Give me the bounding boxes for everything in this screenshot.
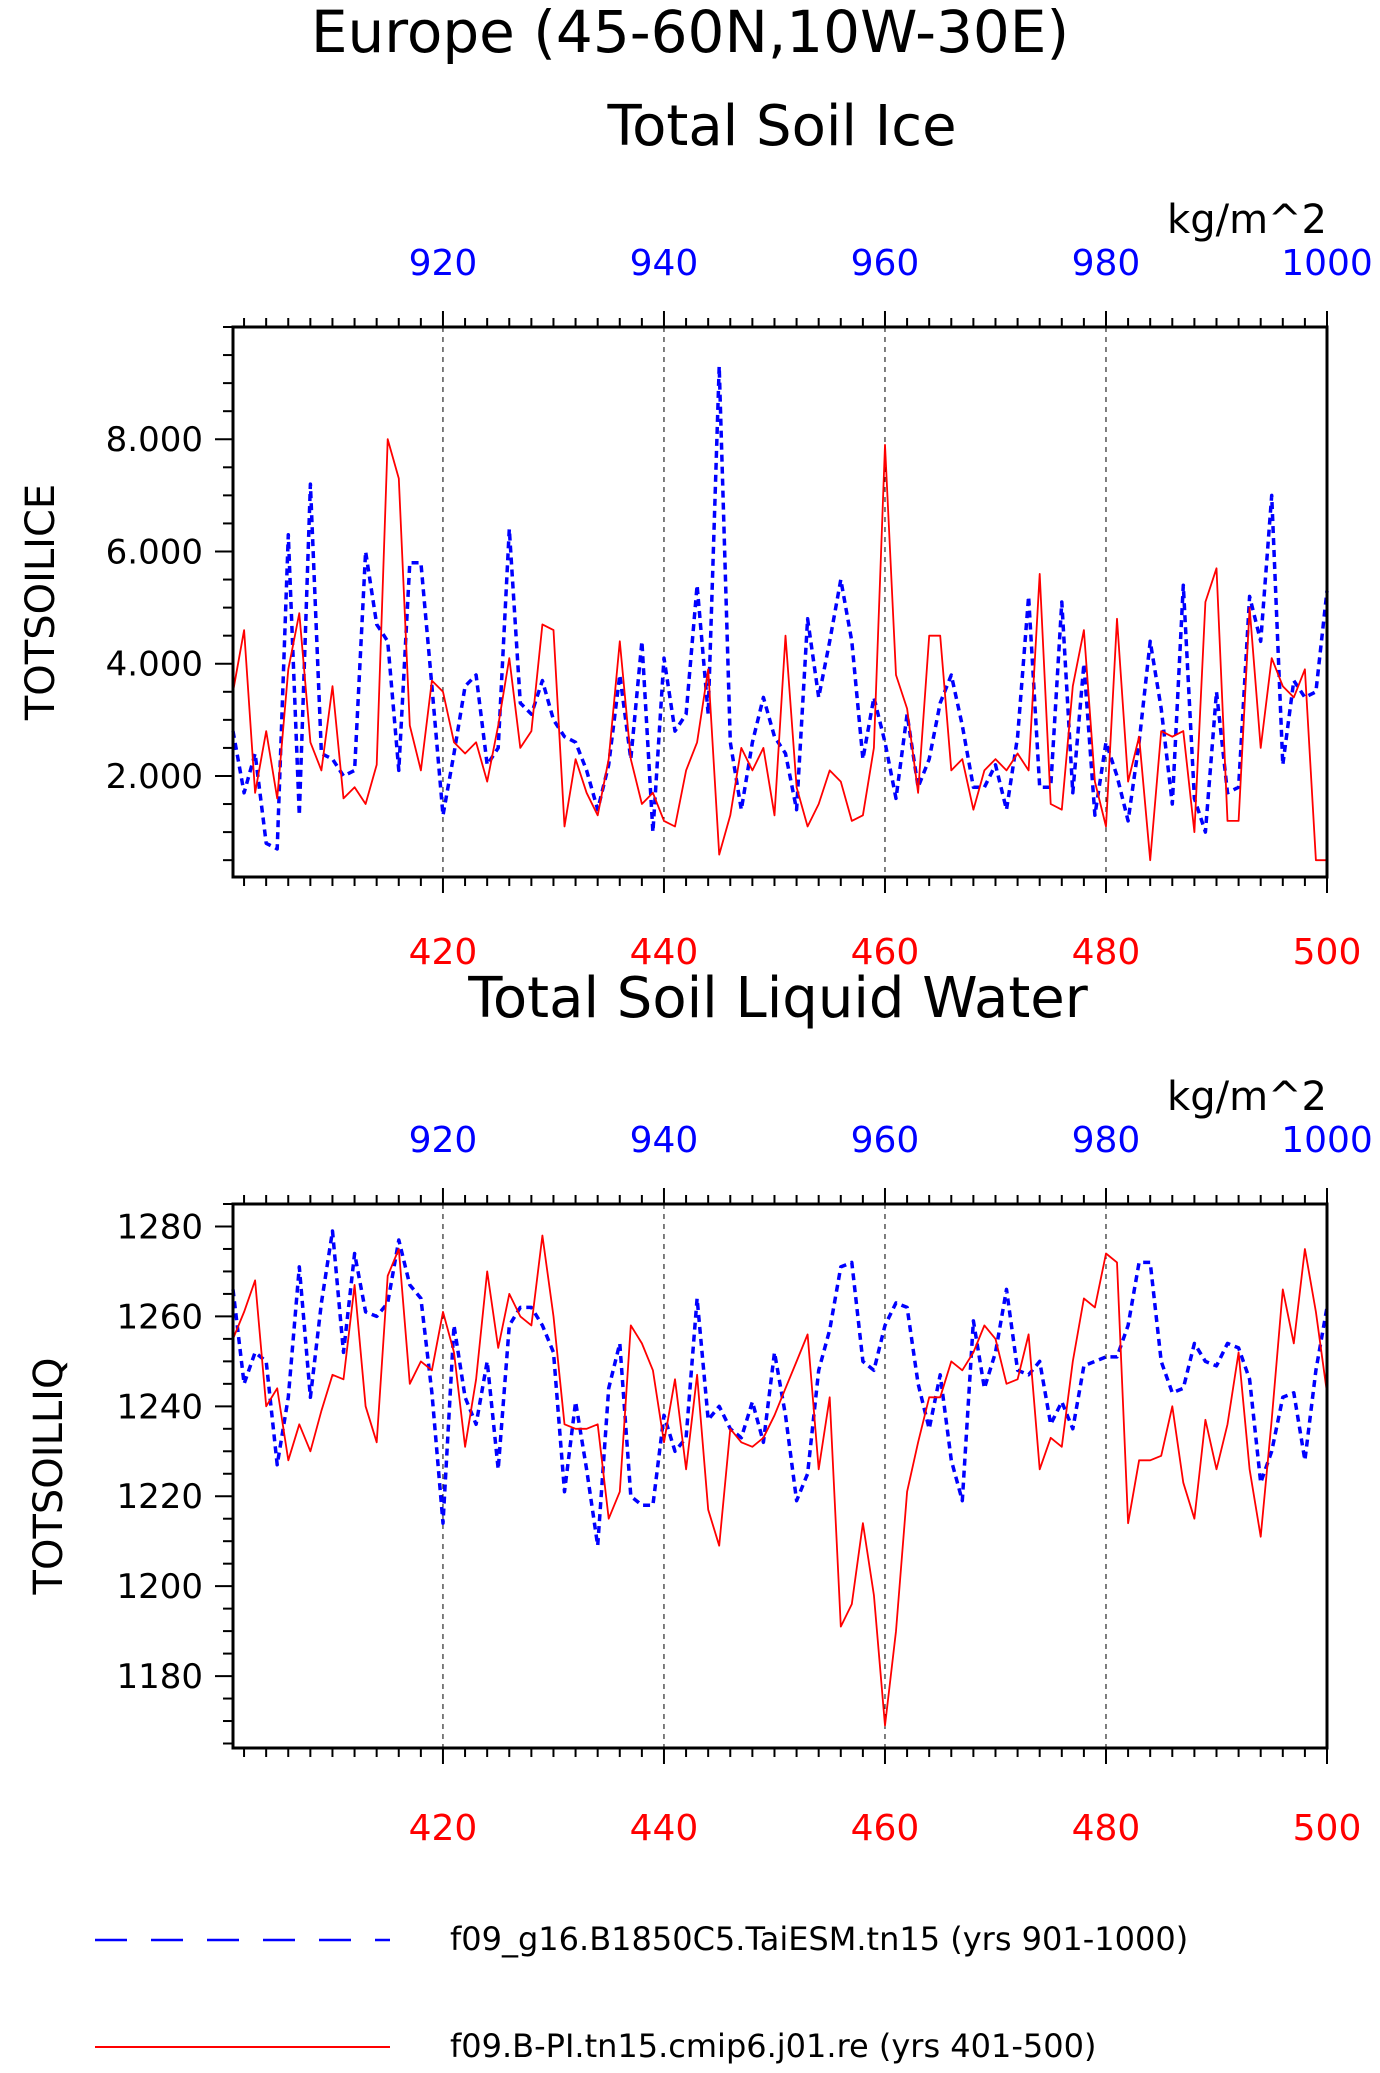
x-bottom-tick-label: 480 [1072,932,1141,973]
units-label: kg/m^2 [1167,197,1327,243]
figure-title: Europe (45-60N,10W-30E) [311,0,1069,66]
y-tick-label: 1240 [116,1387,203,1427]
x-top-tick-label: 920 [409,243,478,284]
y-tick-label: 1280 [116,1207,203,1247]
legend: f09_g16.B1850C5.TaiESM.tn15 (yrs 901-100… [95,1920,1188,2065]
x-bottom-tick-label: 500 [1293,932,1362,973]
panels: Total Soil Ice kg/m^2 TOTSOILICE 420 440 460 4… [18,94,1373,1849]
x-bottom-tick-label: 440 [630,1808,699,1849]
x-top-tick-label: 980 [1072,243,1141,284]
chart-panel-1: Total Soil Ice kg/m^2 TOTSOILICE 420 440 460 4… [18,94,1373,973]
x-top-tick-label: 1000 [1281,1120,1373,1161]
x-top-tick-label: 960 [851,1120,920,1161]
chart-title: Total Soil Ice [606,94,956,159]
x-bottom-tick-label: 500 [1293,1808,1362,1849]
y-tick-label: 6.000 [106,532,203,572]
x-bottom-tick-label: 460 [851,1808,920,1849]
x-bottom-tick-label: 420 [409,1808,478,1849]
x-top-tick-label: 980 [1072,1120,1141,1161]
plot-frame [231,1202,1329,1750]
x-top-tick-label: 940 [630,1120,699,1161]
y-tick-label: 1260 [116,1297,203,1337]
x-top-tick-label: 920 [409,1120,478,1161]
x-bottom-tick-label: 420 [409,932,478,973]
y-tick-label: 4.000 [106,645,203,685]
series-line-red-solid [232,438,1327,862]
legend-label-1: f09_g16.B1850C5.TaiESM.tn15 (yrs 901-100… [450,1920,1188,1958]
y-tick-label: 1180 [116,1657,203,1697]
y-tick-label: 1220 [116,1477,203,1517]
units-label: kg/m^2 [1167,1074,1327,1120]
legend-label-2: f09.B-PI.tn15.cmip6.j01.re (yrs 401-500) [450,2027,1096,2065]
x-top-tick-label: 1000 [1281,243,1373,284]
x-bottom-tick-label: 440 [630,932,699,973]
series-line-blue-dashed [231,364,1329,851]
y-tick-label: 1200 [116,1567,203,1607]
y-tick-label: 2.000 [106,757,203,797]
y-tick-label: 8.000 [106,420,203,460]
y-axis-label: TOTSOILICE [18,484,64,721]
y-axis-label: TOTSOILLIQ [26,1358,72,1596]
plot-frame [231,325,1329,879]
x-bottom-tick-label: 480 [1072,1808,1141,1849]
chart-title: Total Soil Liquid Water [467,966,1089,1031]
x-bottom-tick-label: 460 [851,932,920,973]
series-line-red-solid [232,1234,1328,1727]
chart-panel-2: Total Soil Liquid Water kg/m^2 TOTSOILLIQ 4… [26,966,1373,1849]
series-line-blue-dashed [231,1229,1329,1548]
x-top-tick-label: 940 [630,243,699,284]
x-top-tick-label: 960 [851,243,920,284]
